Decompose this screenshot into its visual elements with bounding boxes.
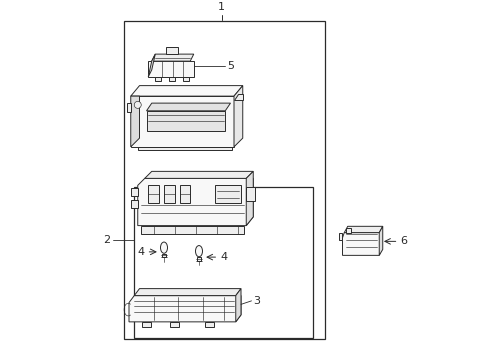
Polygon shape [130, 96, 234, 147]
Polygon shape [169, 77, 174, 81]
Polygon shape [146, 111, 225, 131]
Text: 4: 4 [137, 247, 144, 257]
Polygon shape [344, 226, 382, 233]
Polygon shape [235, 289, 241, 322]
Ellipse shape [160, 242, 167, 253]
Polygon shape [127, 103, 130, 112]
Polygon shape [196, 257, 201, 261]
Text: 3: 3 [253, 296, 260, 306]
Bar [134, 187, 312, 338]
Polygon shape [346, 228, 350, 233]
Polygon shape [234, 86, 242, 147]
Polygon shape [142, 322, 150, 327]
Polygon shape [165, 47, 178, 54]
Polygon shape [338, 233, 342, 240]
Text: 4: 4 [220, 252, 226, 262]
Polygon shape [130, 96, 139, 147]
Polygon shape [234, 94, 242, 100]
Polygon shape [130, 188, 138, 196]
Polygon shape [130, 86, 242, 96]
Polygon shape [146, 103, 230, 111]
Text: 2: 2 [102, 235, 109, 244]
Polygon shape [180, 185, 190, 203]
Polygon shape [155, 77, 160, 81]
Polygon shape [129, 296, 241, 322]
Polygon shape [183, 77, 188, 81]
Ellipse shape [195, 246, 202, 257]
Polygon shape [148, 61, 193, 77]
Polygon shape [138, 178, 253, 226]
Text: 1: 1 [218, 2, 225, 12]
Polygon shape [246, 171, 253, 226]
Polygon shape [148, 54, 155, 77]
Polygon shape [134, 289, 241, 296]
Polygon shape [130, 201, 138, 208]
Polygon shape [205, 322, 213, 327]
Polygon shape [144, 171, 253, 178]
Bar [123, 21, 325, 339]
Polygon shape [141, 226, 244, 234]
Polygon shape [379, 226, 382, 255]
Text: 6: 6 [400, 237, 407, 246]
Polygon shape [148, 185, 159, 203]
Circle shape [134, 102, 141, 108]
Polygon shape [342, 233, 380, 255]
Polygon shape [170, 322, 178, 327]
Polygon shape [138, 147, 232, 150]
Polygon shape [246, 187, 254, 201]
Polygon shape [151, 54, 193, 61]
Polygon shape [161, 253, 166, 257]
Text: 5: 5 [226, 61, 234, 71]
Polygon shape [214, 185, 241, 203]
Polygon shape [163, 185, 174, 203]
